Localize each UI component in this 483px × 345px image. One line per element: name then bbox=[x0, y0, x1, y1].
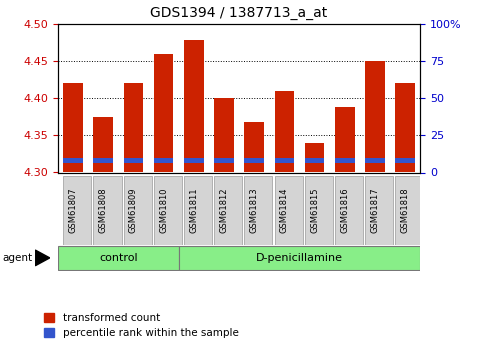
Bar bbox=[395, 176, 424, 245]
Bar bbox=[63, 83, 83, 172]
Bar bbox=[63, 176, 91, 245]
Bar bbox=[395, 158, 415, 163]
Text: control: control bbox=[99, 253, 138, 263]
Bar bbox=[244, 122, 264, 172]
Text: GSM61808: GSM61808 bbox=[99, 188, 108, 233]
Text: GSM61810: GSM61810 bbox=[159, 188, 168, 233]
Bar bbox=[154, 158, 173, 163]
Text: GSM61817: GSM61817 bbox=[370, 188, 380, 233]
Text: GSM61809: GSM61809 bbox=[129, 188, 138, 233]
Bar bbox=[274, 91, 294, 172]
Bar bbox=[335, 176, 363, 245]
Bar bbox=[365, 61, 385, 172]
Text: D-penicillamine: D-penicillamine bbox=[256, 253, 343, 263]
Bar bbox=[154, 176, 182, 245]
Bar bbox=[93, 176, 122, 245]
Bar bbox=[305, 158, 325, 163]
Bar bbox=[154, 54, 173, 172]
Polygon shape bbox=[35, 250, 50, 266]
Bar bbox=[305, 143, 325, 172]
Bar bbox=[335, 107, 355, 172]
Bar bbox=[214, 158, 234, 163]
Bar bbox=[124, 176, 152, 245]
Text: GSM61814: GSM61814 bbox=[280, 188, 289, 233]
Text: GSM61807: GSM61807 bbox=[69, 188, 78, 233]
Title: GDS1394 / 1387713_a_at: GDS1394 / 1387713_a_at bbox=[151, 6, 327, 20]
Text: GSM61818: GSM61818 bbox=[400, 188, 410, 233]
Bar bbox=[63, 158, 83, 163]
Bar bbox=[244, 176, 272, 245]
Bar bbox=[305, 176, 333, 245]
Bar bbox=[184, 40, 204, 172]
Bar bbox=[395, 83, 415, 172]
Legend: transformed count, percentile rank within the sample: transformed count, percentile rank withi… bbox=[44, 313, 239, 338]
Bar bbox=[124, 83, 143, 172]
Bar bbox=[214, 98, 234, 172]
Text: GSM61816: GSM61816 bbox=[340, 188, 349, 233]
Bar bbox=[184, 158, 204, 163]
Bar bbox=[93, 117, 113, 172]
Text: GSM61813: GSM61813 bbox=[250, 188, 259, 233]
Bar bbox=[244, 158, 264, 163]
Bar bbox=[274, 158, 294, 163]
Text: GSM61815: GSM61815 bbox=[310, 188, 319, 233]
Text: GSM61812: GSM61812 bbox=[219, 188, 228, 233]
Text: GSM61811: GSM61811 bbox=[189, 188, 199, 233]
Bar bbox=[335, 158, 355, 163]
Bar bbox=[214, 176, 242, 245]
Text: agent: agent bbox=[2, 253, 32, 263]
Bar bbox=[179, 246, 420, 269]
Bar bbox=[365, 158, 385, 163]
Bar bbox=[58, 246, 179, 269]
Bar bbox=[184, 176, 212, 245]
Bar bbox=[365, 176, 393, 245]
Bar bbox=[93, 158, 113, 163]
Bar bbox=[274, 176, 303, 245]
Bar bbox=[124, 158, 143, 163]
